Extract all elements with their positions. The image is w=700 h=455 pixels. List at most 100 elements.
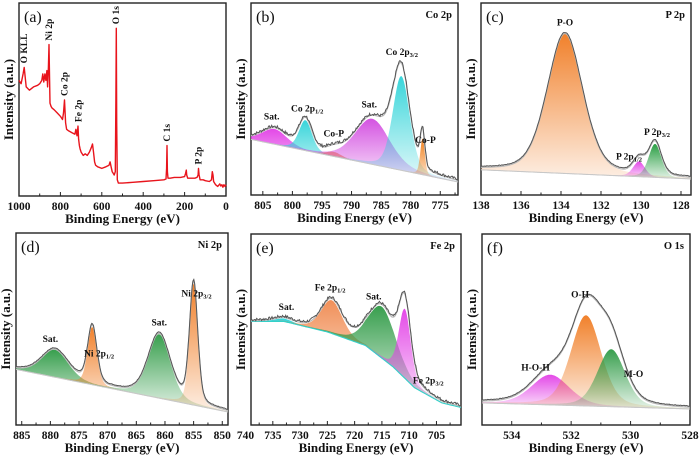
panel-e-fe2p: 740 735 730 725 720 715 710 705 Binding Energy (… (233, 233, 462, 455)
x-tick-label: 530 (622, 430, 640, 442)
x-tick-label: 400 (135, 201, 153, 213)
annotation-subscript: 3/2 (435, 380, 443, 387)
x-tick-label: 720 (346, 430, 364, 442)
x-axis-label: Binding Energy (eV) (297, 210, 412, 225)
x-tick-label: 136 (512, 200, 530, 212)
x-tick-label: 134 (552, 200, 570, 212)
x-tick-label: 870 (99, 430, 117, 442)
peak-annotation: Fe 2p1/2 (315, 283, 346, 294)
panel-f-o1s: 534 532 530 528 Binding Energy (eV) Intensity… (464, 233, 699, 455)
x-tick-label: 885 (13, 430, 31, 442)
y-axis-label: Intensity (a.u.) (463, 58, 478, 139)
x-tick-label: 865 (128, 430, 146, 442)
peak-annotation: Fe 2p (75, 100, 85, 122)
x-tick-label: 875 (70, 430, 88, 442)
peak-annotation: Sat. (279, 303, 295, 313)
x-tick-label: 138 (472, 200, 490, 212)
x-tick-label: 800 (284, 200, 302, 212)
x-tick-label: 805 (254, 200, 272, 212)
panel-label: (b) (256, 9, 275, 26)
panel-title: P 2p (665, 10, 685, 21)
peak-annotation: O KLL (20, 34, 30, 64)
plot-frame (480, 2, 692, 196)
x-tick-label: 850 (214, 430, 232, 442)
fit-component-co-2p1-2 (251, 120, 458, 182)
y-axis-label: Intensity (a.u.) (464, 289, 479, 370)
peak-annotation: Co-P (415, 136, 436, 146)
fit-component-o-h (482, 315, 690, 409)
plot-frame (250, 2, 459, 196)
annotation-subscript: 3/2 (203, 293, 211, 300)
fit-component-h-o-h (482, 374, 690, 409)
fit-component-co-2p3-2 (251, 76, 458, 182)
panel-label: (d) (21, 239, 40, 256)
x-axis-label: Binding Energy (eV) (529, 210, 644, 225)
x-tick-label: 780 (402, 200, 420, 212)
peak-annotation: P 2p1/2 (616, 152, 642, 163)
panel-a-survey: 1000 800 600 400 200 0 Binding Energy (eV) Inte… (1, 2, 229, 226)
measured-spectrum-line (16, 278, 229, 410)
background-line (481, 169, 691, 180)
peak-annotation: Ni 2p (45, 19, 55, 41)
background-line (250, 138, 459, 183)
peak-annotation: Co-P (324, 129, 345, 139)
fit-component-sat- (16, 334, 228, 412)
panel-title: O 1s (664, 241, 684, 252)
x-tick-label: 860 (156, 430, 174, 442)
peak-annotation: Sat. (366, 292, 382, 302)
envelope-fit-line (482, 294, 690, 408)
x-tick-label: 740 (237, 430, 255, 442)
peak-annotation: Co 2p (61, 72, 71, 96)
annotation-subscript: 3/2 (662, 132, 670, 139)
x-axis-label: Binding Energy (eV) (299, 440, 414, 455)
x-tick-label: 0 (223, 201, 229, 213)
measured-spectrum-line (250, 59, 459, 181)
x-tick-label: 710 (401, 430, 419, 442)
peak-annotation: P 2p3/2 (644, 128, 670, 139)
peak-annotation: P-O (557, 18, 573, 28)
x-tick-label: 132 (592, 200, 610, 212)
x-tick-label: 735 (264, 430, 282, 442)
x-tick-label: 200 (176, 201, 194, 213)
y-axis-label: Intensity (a.u.) (0, 288, 13, 369)
x-axis-label: Binding Energy (eV) (65, 211, 180, 226)
x-axis-label: Binding Energy (eV) (65, 440, 180, 455)
peak-annotation: Ni 2p1/2 (84, 350, 114, 361)
x-tick-label: 1000 (8, 201, 31, 213)
panel-title: Fe 2p (430, 241, 455, 252)
x-axis-label: Binding Energy (eV) (529, 440, 644, 455)
y-axis-label: Intensity (a.u.) (233, 58, 248, 139)
panel-label: (a) (24, 9, 42, 26)
panel-d-ni2p: 885 880 875 870 865 860 855 850 Binding Energy (… (0, 232, 232, 455)
annotation-subscript: 1/2 (634, 156, 642, 163)
peak-annotation: Ni 2p3/2 (181, 289, 211, 300)
peak-annotation: Co 2p3/2 (386, 48, 418, 59)
panel-label: (e) (256, 240, 274, 257)
peak-annotation: Co 2p1/2 (291, 104, 323, 115)
fit-component-sat- (16, 349, 228, 412)
panel-b-co2p: 805 800 795 790 785 780 775 Binding Energy (eV)… (233, 2, 459, 225)
peak-annotation: C 1s (163, 124, 173, 142)
peak-annotation: P 2p (194, 147, 204, 165)
y-axis-label: Intensity (a.u.) (233, 289, 248, 370)
annotation-subscript: 1/2 (106, 354, 114, 361)
measured-spectrum-line (481, 293, 691, 407)
annotation-subscript: 3/2 (410, 52, 418, 59)
x-tick-label: 130 (632, 200, 650, 212)
x-tick-label: 532 (563, 430, 581, 442)
peak-annotation: M-O (624, 370, 644, 380)
background-line (482, 402, 691, 410)
background-line (15, 368, 229, 413)
fit-component-p-2p3-2 (481, 144, 691, 179)
x-tick-label: 785 (372, 200, 390, 212)
panel-c-p2p: 138 136 134 132 130 128 Binding Energy (eV) Int… (463, 2, 692, 225)
measured-spectrum-line (250, 290, 462, 407)
fit-component-fe-2p3-2 (251, 308, 461, 408)
annotation-subscript: 1/2 (315, 108, 323, 115)
x-tick-label: 705 (428, 430, 446, 442)
x-tick-label: 730 (291, 430, 309, 442)
x-tick-label: 790 (343, 200, 361, 212)
measured-spectrum-line (480, 32, 692, 177)
panel-title: Ni 2p (198, 240, 222, 251)
